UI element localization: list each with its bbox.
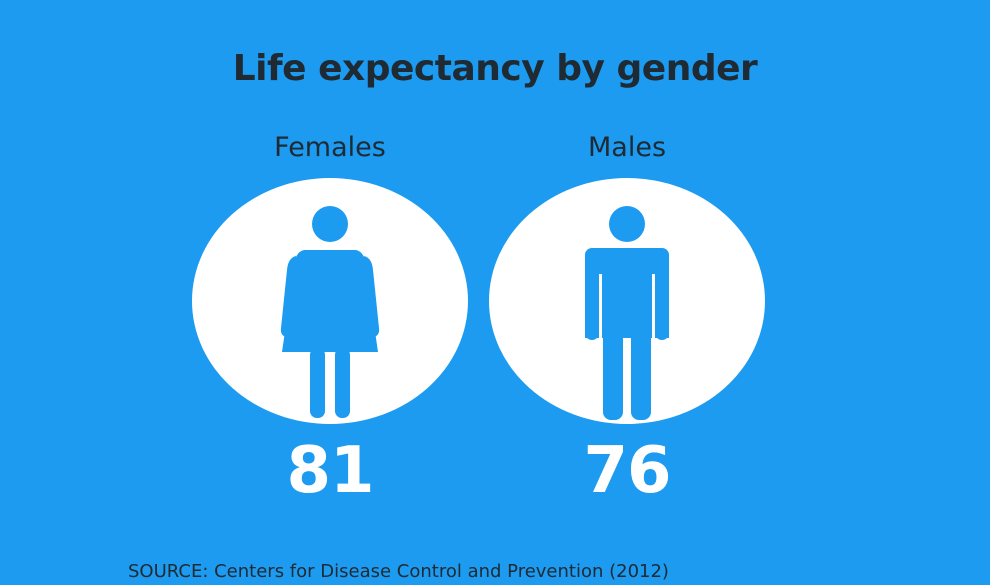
male-value: 76 <box>583 434 671 508</box>
infographic-title: Life expectancy by gender <box>232 48 758 89</box>
male-label: Males <box>587 132 667 163</box>
female-label: Females <box>274 132 386 163</box>
female-figure-icon <box>280 206 380 418</box>
male-figure-icon <box>585 206 669 423</box>
male-group: Males 76 <box>489 128 765 508</box>
female-value: 81 <box>286 434 374 508</box>
female-group: Females 81 <box>192 128 468 508</box>
female-circle <box>192 178 468 424</box>
source-note: SOURCE: Centers for Disease Control and … <box>128 561 669 582</box>
male-circle <box>489 178 765 424</box>
